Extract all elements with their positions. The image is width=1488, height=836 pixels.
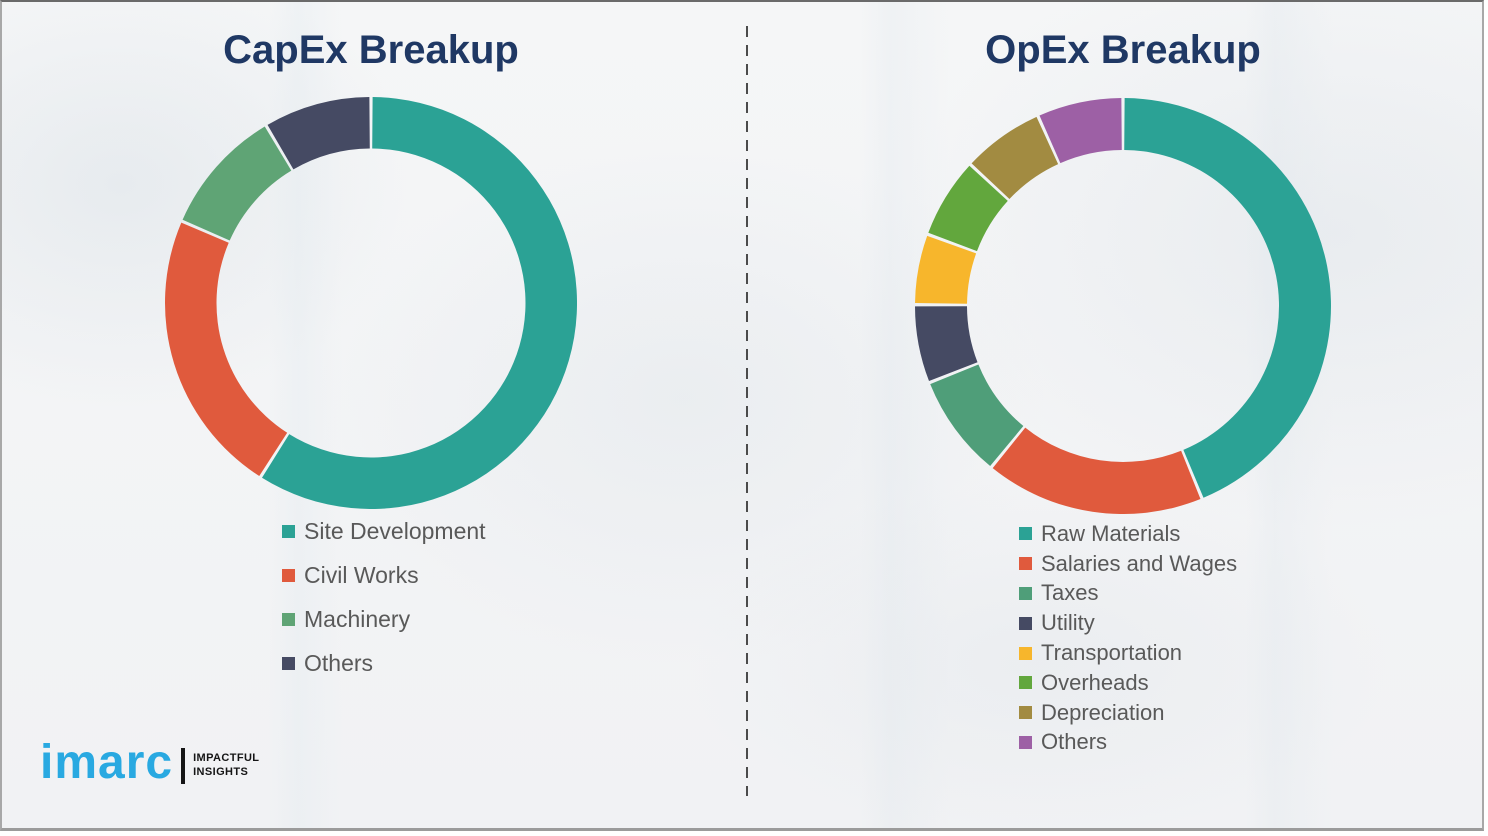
donut-slice-transportation (915, 235, 977, 304)
legend-item-raw-materials: Raw Materials (1019, 519, 1237, 549)
capex-donut-chart (165, 97, 577, 509)
legend-label-depreciation: Depreciation (1041, 699, 1165, 725)
donut-slice-taxes (930, 364, 1024, 467)
legend-swatch-site-development (282, 524, 295, 538)
tagline-line-1: IMPACTFUL (193, 752, 260, 765)
tagline-line-2: INSIGHTS (193, 766, 249, 778)
imarc-logo-text: imarc (40, 736, 174, 789)
legend-label-salaries-and-wages: Salaries and Wages (1041, 550, 1238, 576)
opex-chart-title: OpEx Breakup (985, 28, 1261, 72)
legend-item-others: Others (282, 641, 486, 685)
legend-label-transportation: Transportation (1041, 640, 1183, 666)
legend-item-site-development: Site Development (282, 509, 486, 553)
donut-slice-salaries-and-wages (992, 427, 1201, 514)
legend-swatch-raw-materials (1019, 527, 1032, 541)
legend-item-overheads: Overheads (1019, 668, 1237, 698)
legend-label-civil-works: Civil Works (304, 561, 419, 588)
legend-label-utility: Utility (1041, 610, 1095, 636)
imarc-logo: imarc IMPACTFUL INSIGHTS (40, 739, 259, 787)
imarc-tagline: IMPACTFUL INSIGHTS (193, 752, 259, 780)
legend-label-machinery: Machinery (304, 605, 411, 632)
donut-slice-depreciation (971, 116, 1059, 200)
capex-chart-title: CapEx Breakup (223, 28, 519, 72)
donut-slice-machinery (182, 126, 292, 241)
legend-swatch-others (282, 656, 295, 670)
capex-legend: Site Development Civil Works Machinery Othe… (282, 509, 486, 685)
donut-slice-site-development (261, 97, 577, 509)
legend-swatch-overheads (1019, 676, 1032, 690)
donut-slice-others (1039, 98, 1122, 164)
legend-item-machinery: Machinery (282, 597, 486, 641)
legend-label-others: Others (304, 649, 374, 676)
legend-label-taxes: Taxes (1041, 580, 1099, 606)
legend-swatch-taxes (1019, 586, 1032, 600)
legend-swatch-transportation (1019, 646, 1032, 660)
legend-label-overheads: Overheads (1041, 669, 1149, 695)
legend-item-taxes: Taxes (1019, 579, 1237, 609)
legend-item-utility: Utility (1019, 608, 1237, 638)
legend-label-site-development: Site Development (304, 517, 486, 544)
donut-slice-others (267, 97, 370, 170)
imarc-logo-separator (181, 748, 186, 784)
legend-item-others: Others (1019, 728, 1237, 758)
divider-dashed-line (746, 26, 748, 796)
donut-slice-raw-materials (1124, 98, 1331, 498)
legend-swatch-civil-works (282, 568, 295, 582)
opex-donut-chart (915, 98, 1331, 514)
donut-slice-civil-works (165, 222, 288, 477)
legend-item-transportation: Transportation (1019, 638, 1237, 668)
legend-item-civil-works: Civil Works (282, 553, 486, 597)
legend-swatch-salaries-and-wages (1019, 557, 1032, 571)
legend-item-depreciation: Depreciation (1019, 698, 1237, 728)
legend-label-raw-materials: Raw Materials (1041, 520, 1181, 546)
legend-swatch-others (1019, 735, 1032, 749)
donut-slice-overheads (928, 165, 1008, 252)
legend-label-others: Others (1041, 729, 1108, 755)
donut-slice-utility (915, 306, 978, 382)
opex-legend: Raw Materials Salaries and Wages Taxes Util… (1019, 519, 1237, 757)
legend-item-salaries-and-wages: Salaries and Wages (1019, 549, 1237, 579)
legend-swatch-depreciation (1019, 706, 1032, 720)
legend-swatch-utility (1019, 616, 1032, 630)
legend-swatch-machinery (282, 612, 295, 626)
